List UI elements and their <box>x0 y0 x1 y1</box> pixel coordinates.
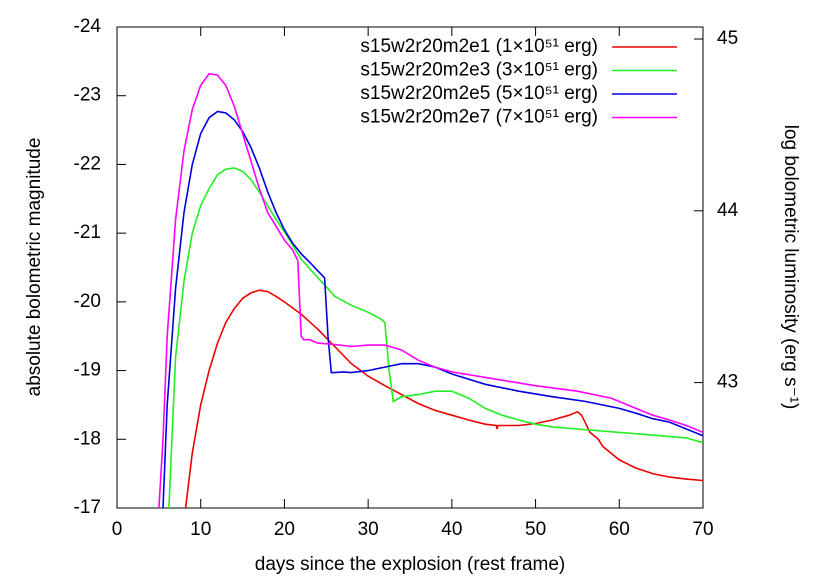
y-tick-label: -22 <box>74 153 101 174</box>
y2-axis-label: log bolometric luminosity (erg s⁻¹) <box>780 125 801 410</box>
x-tick-label: 60 <box>609 519 630 540</box>
plot-frame <box>116 26 704 509</box>
x-tick-label: 70 <box>692 519 713 540</box>
series-line <box>158 72 703 508</box>
y-tick-label: -24 <box>74 16 102 37</box>
y-tick-label: -21 <box>74 222 101 243</box>
legend-label: s15w2r20m2e3 (3×10⁵¹ erg) <box>360 60 598 81</box>
y2-tick-label: 45 <box>717 28 738 49</box>
y-tick-label: -20 <box>74 291 101 312</box>
series-line <box>184 289 703 508</box>
x-tick-label: 20 <box>274 519 295 540</box>
x-tick-label: 50 <box>525 519 546 540</box>
y2-tick-label: 44 <box>717 200 739 221</box>
plot-lines <box>158 72 703 508</box>
legend-label: s15w2r20m2e1 (1×10⁵¹ erg) <box>360 36 598 57</box>
y-axis-label: absolute bolometric magnitude <box>24 138 45 397</box>
x-axis-label: days since the explosion (rest frame) <box>255 554 565 575</box>
y-tick-label: -17 <box>74 497 101 518</box>
y-tick-label: -23 <box>74 85 101 106</box>
legend-label: s15w2r20m2e5 (5×10⁵¹ erg) <box>360 83 598 104</box>
x-tick-label: 30 <box>358 519 379 540</box>
x-tick-label: 10 <box>190 519 211 540</box>
legend-label: s15w2r20m2e7 (7×10⁵¹ erg) <box>360 107 598 128</box>
y-tick-label: -18 <box>74 428 101 449</box>
series-line <box>162 110 703 508</box>
y-tick-label: -19 <box>74 360 101 381</box>
series-line <box>168 167 703 508</box>
x-tick-label: 0 <box>112 519 123 540</box>
x-tick-label: 40 <box>441 519 462 540</box>
y2-tick-label: 43 <box>717 372 738 393</box>
